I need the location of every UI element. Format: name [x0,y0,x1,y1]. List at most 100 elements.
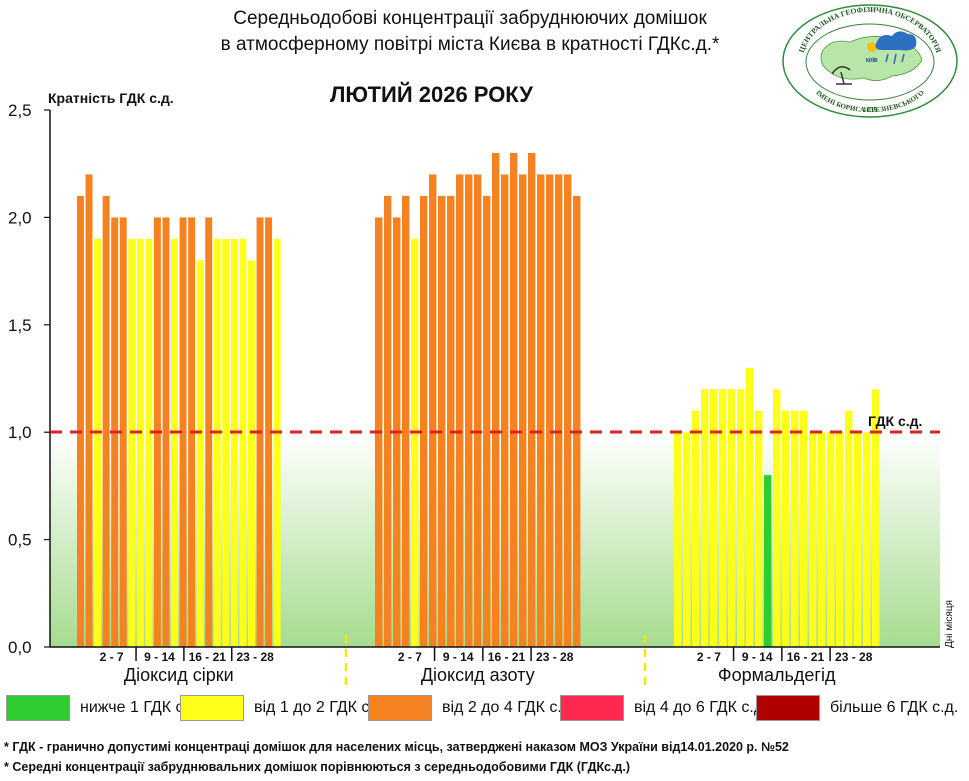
bar [573,195,581,648]
bar [119,217,127,647]
week-label: 9 - 14 [144,650,175,664]
bar [483,195,491,648]
week-label: 16 - 21 [787,650,825,664]
bar [145,238,153,647]
bar [728,389,736,647]
week-label: 16 - 21 [189,650,227,664]
bar [773,389,781,647]
bar [818,432,826,647]
legend-label: нижче 1 ГДК с.д. [80,699,202,716]
bar [836,432,844,647]
bar [447,195,455,648]
bar [863,432,871,647]
bar [179,217,187,647]
chart-title-line2: в атмосферному повітрі міста Києва в кра… [220,34,720,55]
week-label: 2 - 7 [697,650,721,664]
bar [162,217,170,647]
bar [102,195,110,648]
bar [692,410,700,647]
bar [230,238,238,647]
bar-chart: 0,0 0,5 1,0 1,5 2,0 2,5 ГДК с.д. Дні місяця 2… [8,101,955,689]
legend-label: від 2 до 4 ГДК с.д. [442,699,576,716]
legend-label: більше 6 ГДК с.д. [830,699,959,716]
legend-swatch [756,695,820,721]
legend-swatch [6,695,70,721]
bar [213,238,221,647]
week-label: 9 - 14 [443,650,474,664]
bar [546,174,554,647]
bar [438,195,446,648]
bar [674,432,682,647]
footnote-2: * Середні концентрації забруднювальних д… [4,760,631,774]
limit-label: ГДК с.д. [868,413,922,429]
bar [456,174,464,647]
bar [683,432,691,647]
bar [411,238,419,647]
bar [710,389,718,647]
legend-label: від 1 до 2 ГДК с.д. [254,699,388,716]
bar [429,174,437,647]
week-label: 16 - 21 [488,650,526,664]
y-tick-label: 0,0 [8,638,32,657]
bar [701,389,709,647]
bar [171,238,178,647]
bar [737,389,745,647]
legend-swatch [180,695,244,721]
footnote-1: * ГДК - гранично допустимі концентраці д… [4,740,789,754]
bar [205,217,213,647]
bar [537,174,545,647]
logo-year: 1855 [863,106,878,114]
bar [85,174,93,647]
bar [755,410,763,647]
bar [845,410,853,647]
y-tick-label: 1,5 [8,316,32,335]
bar [791,410,799,647]
week-label: 23 - 28 [835,650,873,664]
y-tick-label: 2,0 [8,208,32,227]
bar [854,432,862,647]
group-label: Діоксид азоту [421,665,535,685]
bar [492,152,500,647]
bar [564,174,572,647]
bar [136,238,144,647]
legend-swatch [368,695,432,721]
bar [872,389,880,647]
bar [420,195,428,648]
observatory-logo: ЦЕНТРАЛЬНА ГЕОФІЗИЧНА ОБСЕРВАТОРІЯ ІМЕНІ… [782,4,958,118]
bar [510,152,518,647]
week-label: 23 - 28 [536,650,574,664]
bar [555,174,563,647]
bar [809,432,817,647]
y-tick-label: 0,5 [8,531,32,550]
bar [719,389,727,647]
bar [519,174,527,647]
bar [474,174,482,647]
bar [222,238,230,647]
bar [94,238,102,647]
bar [782,410,790,647]
group-label: Діоксид сірки [124,665,234,685]
y-tick-label: 1,0 [8,423,32,442]
bar [248,260,255,647]
bar [128,238,136,647]
bar [501,174,509,647]
week-label: 2 - 7 [100,650,124,664]
bar [746,367,754,647]
week-label: 23 - 28 [236,650,274,664]
logo-city: КИЇВ [866,57,878,64]
bar [196,260,204,647]
bar [265,217,273,647]
legend-swatch [560,695,624,721]
chart-subtitle: ЛЮТИЙ 2026 РОКУ [330,82,533,107]
week-label: 2 - 7 [398,650,422,664]
chart-title-line1: Середньодобові концентрації забруднюючих… [233,8,707,29]
day-axis-label: Дні місяця [944,600,955,648]
week-label: 9 - 14 [742,650,773,664]
bar [239,238,247,647]
group-label: Формальдегід [718,665,836,685]
y-axis-label: Кратність ГДК с.д. [48,90,174,106]
bar [764,475,772,647]
bar [528,152,536,647]
bar [273,238,281,647]
bar [800,410,808,647]
